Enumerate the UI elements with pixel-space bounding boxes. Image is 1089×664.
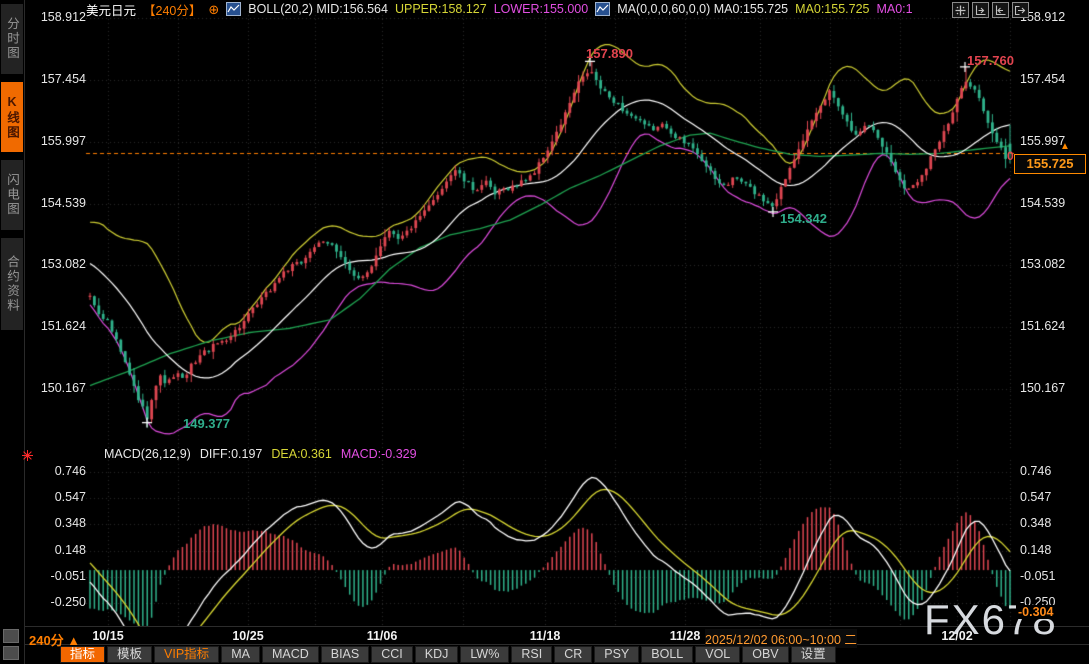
boll-upper-value: UPPER:158.127 [395, 2, 487, 16]
price-annotation-4: 149.377 [183, 416, 230, 431]
ma-white-value: MA(0,0,0,60,0,0) MA0:155.725 [617, 2, 788, 16]
price-tag-arrow-icon: ▲ [1060, 141, 1070, 152]
right-axis-red-digit: 0 [1007, 149, 1014, 163]
window-controls [952, 2, 1029, 18]
price-axis-label-right: 154.539 [1020, 196, 1065, 210]
price-axis-label-right: 151.624 [1020, 319, 1065, 333]
date-tick-label: 11/06 [367, 629, 398, 643]
toolbar-item-模板[interactable]: 模板 [107, 646, 152, 663]
ma-magenta-value: MA0:1 [876, 2, 912, 16]
scroll-left-button[interactable] [3, 629, 19, 643]
export-window-icon[interactable] [1012, 2, 1029, 18]
toolbar-item-RSI[interactable]: RSI [511, 646, 552, 663]
boll-lower-value: LOWER:155.000 [494, 2, 589, 16]
macd-axis-label-right: 0.148 [1020, 543, 1051, 557]
price-annotation-2: 157.760 [967, 53, 1014, 68]
pan-move-icon[interactable] [952, 2, 969, 18]
ma-chart-icon[interactable] [595, 2, 610, 16]
toolbar-item-VOL[interactable]: VOL [695, 646, 740, 663]
zoom-in-axis-icon[interactable] [972, 2, 989, 18]
toolbar-item-CR[interactable]: CR [554, 646, 592, 663]
sidebar-tab-2[interactable]: K线图 [1, 82, 23, 152]
sidebar-tab-3[interactable]: 闪电图 [1, 160, 23, 230]
scroll-right-button[interactable] [3, 646, 19, 660]
ma-yellow-value: MA0:155.725 [795, 2, 869, 16]
toolbar-item-设置[interactable]: 设置 [791, 646, 836, 663]
toolbar-item-VIP指标[interactable]: VIP指标 [154, 646, 219, 663]
macd-dea-value: DEA:0.361 [271, 447, 331, 461]
toolbar-item-BIAS[interactable]: BIAS [321, 646, 370, 663]
sidebar-tab-1[interactable]: 分时图 [1, 4, 23, 74]
zoom-out-axis-icon[interactable] [992, 2, 1009, 18]
indicator-star-icon[interactable] [21, 449, 34, 467]
price-axis-label-right: 153.082 [1020, 257, 1065, 271]
date-tick-label: 11/18 [530, 629, 561, 643]
macd-axis-label-right: -0.051 [1020, 569, 1055, 583]
toolbar-separator [0, 644, 1089, 645]
date-tick-label: 11/28 [670, 629, 701, 643]
macd-axis-label-right: 0.547 [1020, 490, 1051, 504]
macd-diff-value: DIFF:0.197 [200, 447, 263, 461]
toolbar-item-OBV[interactable]: OBV [742, 646, 788, 663]
macd-axis-label-right: 0.746 [1020, 464, 1051, 478]
chart-header: 美元日元 【240分】 ⊕ BOLL(20,2) MID:156.564 UPP… [86, 1, 913, 17]
xaxis-separator [0, 626, 1089, 627]
toolbar-item-BOLL[interactable]: BOLL [641, 646, 693, 663]
add-indicator-icon[interactable]: ⊕ [208, 3, 219, 16]
date-tick-label: 10/25 [232, 629, 263, 643]
toolbar-item-MA[interactable]: MA [221, 646, 260, 663]
price-axis-label-right: 157.454 [1020, 72, 1065, 86]
toolbar-item-CCI[interactable]: CCI [371, 646, 413, 663]
toolbar-item-指标[interactable]: 指标 [60, 646, 105, 663]
current-price-tag: 155.725 [1014, 154, 1086, 174]
toolbar-item-KDJ[interactable]: KDJ [415, 646, 459, 663]
toolbar-item-MACD[interactable]: MACD [262, 646, 319, 663]
toolbar-item-PSY[interactable]: PSY [594, 646, 639, 663]
price-chart-canvas[interactable] [0, 0, 1089, 664]
toolbar-item-LW%[interactable]: LW% [460, 646, 509, 663]
macd-current-tag: -0.304 [1016, 605, 1055, 619]
price-axis-label-right: 150.167 [1020, 381, 1065, 395]
macd-hist-value: MACD:-0.329 [341, 447, 417, 461]
period-badge[interactable]: 【240分】 [143, 0, 201, 19]
boll-chart-icon[interactable] [226, 2, 241, 16]
sidebar-tab-4[interactable]: 合约资料 [1, 238, 23, 330]
date-tick-label: 10/15 [92, 629, 123, 643]
macd-header: MACD(26,12,9) DIFF:0.197 DEA:0.361 MACD:… [104, 447, 417, 461]
symbol-name: 美元日元 [86, 0, 136, 19]
kline-chart-app: 美元日元 【240分】 ⊕ BOLL(20,2) MID:156.564 UPP… [0, 0, 1089, 664]
macd-axis-label-right: 0.348 [1020, 516, 1051, 530]
price-axis-label-right: 155.997 [1020, 134, 1065, 148]
sidebar-chart-type-tabs: 分时图 K线图闪电图合约资料 [0, 0, 25, 664]
boll-mid-value: BOLL(20,2) MID:156.564 [248, 2, 388, 16]
date-tick-label: 12/02 [941, 629, 972, 643]
price-annotation-3: 154.342 [780, 211, 827, 226]
price-annotation-1: 157.890 [586, 46, 633, 61]
indicator-toolbar: 指标模板VIP指标MAMACDBIASCCIKDJLW%RSICRPSYBOLL… [60, 646, 836, 663]
macd-params: MACD(26,12,9) [104, 447, 191, 461]
